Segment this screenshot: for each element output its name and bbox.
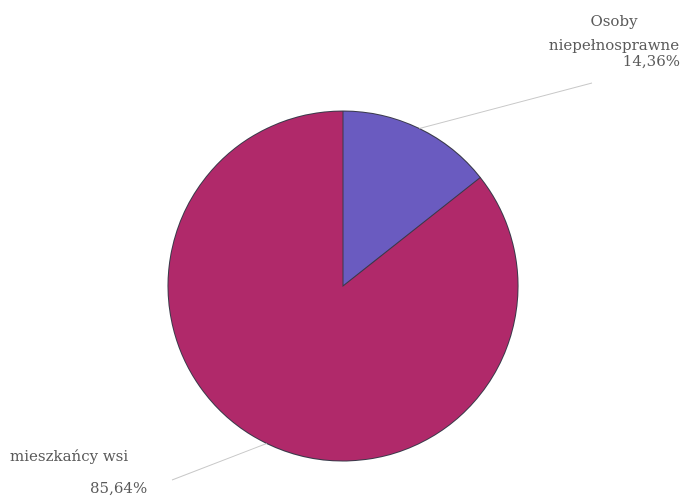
pie-slice-0 <box>342 110 482 288</box>
leader-line-1 <box>171 443 267 481</box>
pie-slice-1 <box>167 110 519 462</box>
slice-value-label-0: 14,36% <box>623 52 680 70</box>
leader-line-0 <box>419 82 593 129</box>
slice-label-1-line-0: mieszkańcy wsi <box>10 447 128 465</box>
slice-value-label-1: 85,64% <box>90 479 147 497</box>
slice-label-0-line-1: niepełnosprawne <box>549 36 679 54</box>
slice-label-0-line-0: Osoby <box>590 12 638 30</box>
